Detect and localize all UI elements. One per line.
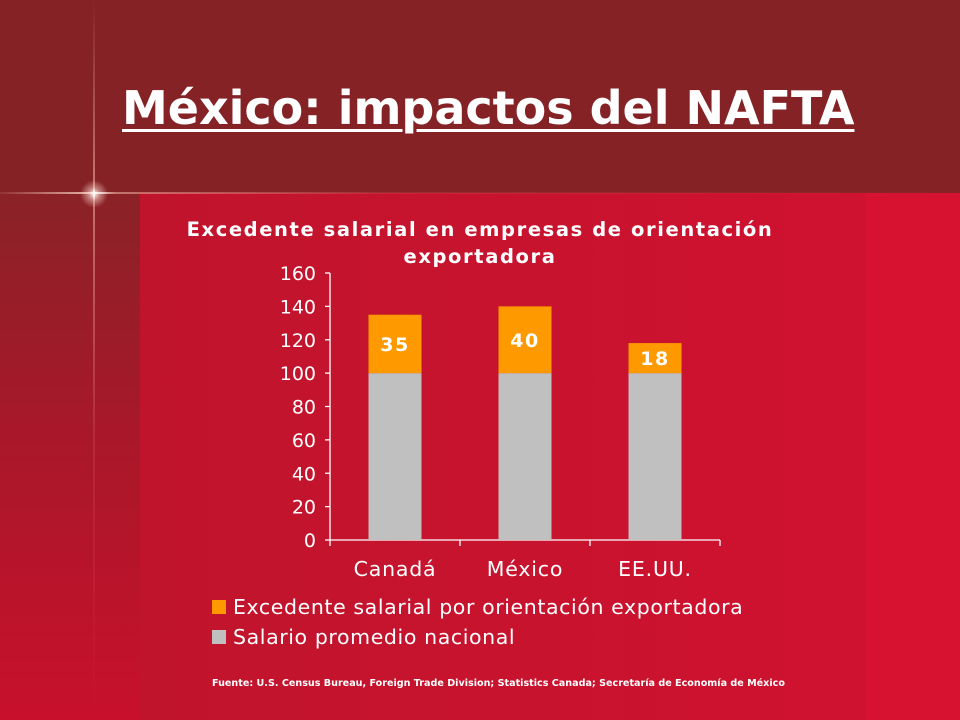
legend-item-salario: Salario promedio nacional: [212, 622, 743, 652]
data-label-excedente: 35: [380, 334, 409, 356]
light-flare-horizontal: [0, 192, 960, 194]
chart-legend: Excedente salarial por orientación expor…: [212, 592, 743, 652]
y-tick-label: 60: [292, 430, 316, 452]
legend-label-salario: Salario promedio nacional: [233, 625, 516, 649]
light-flare-vertical: [93, 0, 95, 720]
x-category-label: México: [487, 557, 563, 581]
slide-title: México: impactos del NAFTA: [122, 81, 855, 135]
y-tick-label: 160: [280, 263, 316, 285]
y-tick-label: 0: [304, 530, 316, 552]
data-label-excedente: 18: [640, 348, 669, 370]
legend-swatch-excedente: [212, 600, 226, 614]
bar-salario-promedio: [498, 373, 552, 540]
legend-label-excedente: Excedente salarial por orientación expor…: [233, 595, 744, 619]
y-tick-label: 40: [292, 463, 316, 485]
right-band: [865, 193, 960, 720]
y-tick-label: 120: [280, 330, 316, 352]
left-band: [0, 193, 140, 720]
light-flare-core: [80, 180, 108, 208]
chart-title: Excedente salarial en empresas de orient…: [186, 218, 774, 268]
y-tick-label: 20: [292, 497, 316, 519]
bar-excedente: [628, 343, 682, 374]
y-tick-label: 80: [292, 397, 316, 419]
x-category-label: Canadá: [354, 557, 437, 581]
y-tick-label: 140: [280, 296, 316, 318]
source-note: Fuente: U.S. Census Bureau, Foreign Trad…: [212, 678, 785, 689]
title-band: [0, 0, 960, 193]
bar-salario-promedio: [368, 373, 422, 540]
data-label-excedente: 40: [510, 330, 539, 352]
legend-item-excedente: Excedente salarial por orientación expor…: [212, 592, 743, 622]
y-tick-label: 100: [280, 363, 316, 385]
legend-swatch-salario: [212, 630, 226, 644]
x-category-label: EE.UU.: [618, 557, 692, 581]
bar-excedente: [368, 314, 422, 374]
bar-excedente: [498, 306, 552, 374]
bar-salario-promedio: [628, 373, 682, 540]
